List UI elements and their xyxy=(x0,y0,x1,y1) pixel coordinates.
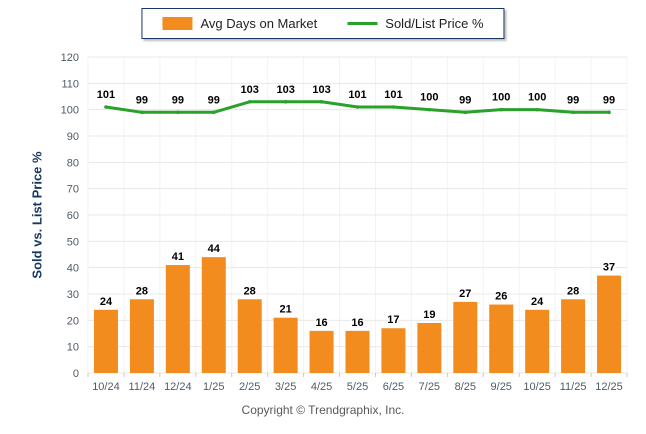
bar xyxy=(309,330,334,373)
line-point-marker xyxy=(247,99,252,104)
bar xyxy=(381,328,406,373)
line-point-marker xyxy=(283,99,288,104)
bar-value-label: 24 xyxy=(531,296,544,308)
line-point-marker xyxy=(607,110,611,115)
line-value-label: 101 xyxy=(97,89,115,101)
x-tick-label: 12/25 xyxy=(595,381,623,393)
bar-value-label: 41 xyxy=(172,251,184,263)
line-value-label: 103 xyxy=(312,84,330,96)
bar xyxy=(453,301,478,373)
bar-value-label: 17 xyxy=(387,314,399,326)
bar xyxy=(129,299,154,373)
line-point-marker xyxy=(463,110,468,115)
y-tick-label: 10 xyxy=(67,342,79,354)
line-point-marker xyxy=(571,110,575,115)
y-tick-label: 110 xyxy=(61,78,79,90)
x-tick-label: 2/25 xyxy=(239,381,260,393)
bar xyxy=(597,275,622,373)
x-tick-label: 1/25 xyxy=(203,381,224,393)
y-tick-label: 20 xyxy=(67,315,79,327)
bar-value-label: 44 xyxy=(208,243,221,255)
bar-value-label: 24 xyxy=(100,296,113,308)
bar xyxy=(417,322,442,373)
line-value-label: 103 xyxy=(241,84,259,96)
line-value-label: 99 xyxy=(567,94,579,106)
bar xyxy=(165,265,190,373)
x-tick-label: 11/24 xyxy=(129,381,156,393)
bar xyxy=(201,257,226,373)
y-tick-label: 70 xyxy=(67,184,79,196)
bar-value-label: 26 xyxy=(495,291,507,303)
line-point-marker xyxy=(391,105,396,109)
line-point-marker xyxy=(104,105,108,109)
x-tick-label: 6/25 xyxy=(383,381,404,393)
line-value-label: 101 xyxy=(348,89,366,101)
line-point-marker xyxy=(176,110,180,115)
legend-item-bars: Avg Days on Market xyxy=(162,16,317,31)
y-tick-label: 120 xyxy=(61,52,79,64)
bar xyxy=(489,304,514,373)
bar-value-label: 28 xyxy=(567,285,579,297)
line-point-marker xyxy=(140,110,144,115)
bar-value-label: 16 xyxy=(315,317,327,329)
bar-series-swatch xyxy=(162,17,193,30)
x-tick-label: 7/25 xyxy=(419,381,440,393)
bar-value-label: 28 xyxy=(136,285,148,297)
line-point-marker xyxy=(499,107,504,112)
y-tick-label: 80 xyxy=(67,157,79,169)
line-point-marker xyxy=(319,99,324,104)
bar xyxy=(525,309,550,373)
line-value-label: 103 xyxy=(276,84,294,96)
bar-value-label: 16 xyxy=(351,317,363,329)
bar-value-label: 28 xyxy=(244,285,256,297)
bar xyxy=(93,309,118,373)
y-tick-label: 90 xyxy=(67,131,79,143)
copyright-text: Copyright © Trendgraphix, Inc. xyxy=(241,403,405,417)
legend-item-line: Sold/List Price % xyxy=(347,16,484,31)
line-value-label: 100 xyxy=(420,92,438,104)
legend-label-line: Sold/List Price % xyxy=(385,16,484,31)
y-tick-label: 60 xyxy=(67,210,79,222)
bar-value-label: 37 xyxy=(603,262,615,274)
line-value-label: 100 xyxy=(528,92,546,104)
bar-value-label: 27 xyxy=(459,288,471,300)
bar xyxy=(273,317,298,373)
bar xyxy=(237,299,262,373)
y-tick-label: 40 xyxy=(67,263,79,275)
y-tick-label: 50 xyxy=(67,236,79,248)
x-tick-label: 12/24 xyxy=(164,381,192,393)
x-tick-label: 3/25 xyxy=(275,381,296,393)
x-tick-label: 10/24 xyxy=(92,381,120,393)
x-tick-label: 8/25 xyxy=(455,381,476,393)
bar xyxy=(345,330,370,373)
line-point-marker xyxy=(427,107,432,112)
line-value-label: 99 xyxy=(603,94,615,106)
legend-label-bars: Avg Days on Market xyxy=(200,16,318,31)
line-point-marker xyxy=(355,105,360,109)
line-value-label: 99 xyxy=(208,94,220,106)
line-value-label: 99 xyxy=(459,94,471,106)
x-tick-label: 4/25 xyxy=(311,381,332,393)
line-point-marker xyxy=(211,110,216,115)
y-tick-label: 100 xyxy=(61,105,79,117)
bar-value-label: 19 xyxy=(423,309,435,321)
line-series-swatch xyxy=(347,22,378,25)
line-value-label: 99 xyxy=(136,94,148,106)
x-tick-label: 9/25 xyxy=(491,381,512,393)
legend: Avg Days on Market Sold/List Price % xyxy=(141,8,505,39)
y-tick-label: 30 xyxy=(67,289,79,301)
y-tick-label: 0 xyxy=(73,368,79,380)
x-tick-label: 10/25 xyxy=(523,381,551,393)
line-value-label: 99 xyxy=(172,94,184,106)
x-tick-label: 5/25 xyxy=(347,381,368,393)
bar-value-label: 21 xyxy=(280,304,292,316)
x-tick-label: 11/25 xyxy=(560,381,587,393)
line-value-label: 100 xyxy=(492,92,510,104)
line-value-label: 101 xyxy=(384,89,402,101)
line-point-marker xyxy=(535,107,539,112)
bar xyxy=(561,299,586,373)
